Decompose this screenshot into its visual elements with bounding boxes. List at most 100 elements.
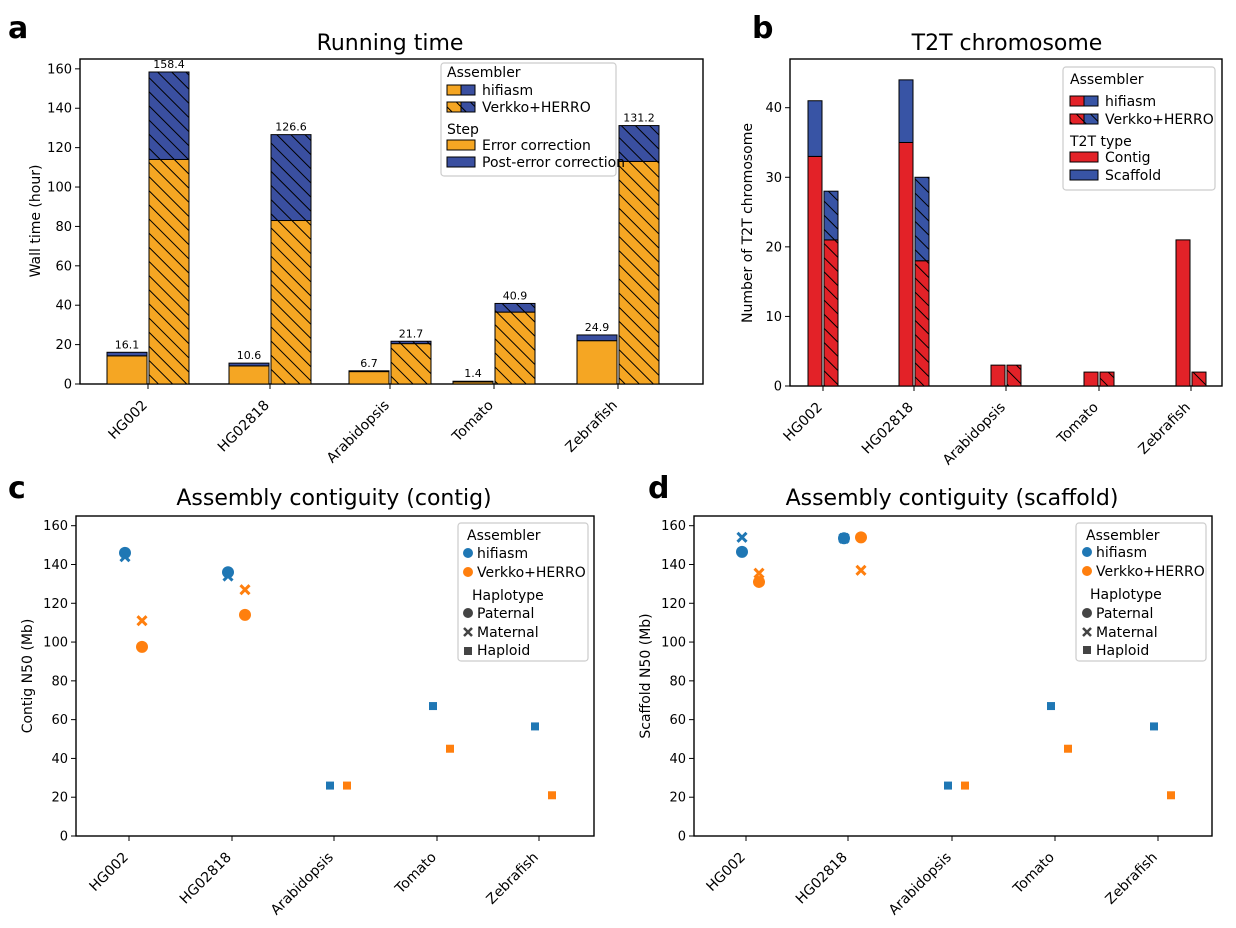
bar-b-hifiasm-scaffold	[807, 100, 823, 157]
panel-c-ylabel: Contig N50 (Mb)	[20, 619, 36, 734]
bar-b-hifiasm-contig	[990, 364, 1006, 387]
point-d-hifiasm-haploid	[944, 781, 952, 790]
legend-b-type2-label: Scaffold	[1105, 168, 1161, 184]
bar-b-hatch	[824, 191, 838, 240]
point-c-verkko-paternal	[239, 608, 251, 621]
panel-d-xtick-label: HG02818	[793, 850, 851, 908]
panel-c-xtick-label: Zebrafish	[484, 850, 542, 908]
panel-c-ytick-label: 40	[51, 752, 68, 767]
bar-b-hifiasm-scaffold	[898, 79, 914, 143]
bar-a-hatch	[391, 343, 431, 384]
panel-c-ytick-label: 20	[51, 791, 68, 806]
legend-d-hifiasm-marker	[1082, 547, 1092, 557]
point-d-hifiasm-maternal	[736, 531, 748, 543]
legend-b-verkko-label: Verkko+HERRO	[1105, 112, 1214, 128]
point-d-hifiasm-haploid	[1150, 722, 1158, 731]
bar-a-hatch	[149, 159, 189, 384]
panel-d-ylabel: Scaffold N50 (Mb)	[638, 613, 654, 738]
bar-a-hifiasm-error-correction	[228, 365, 270, 385]
panel-d-ytick-label: 120	[661, 597, 686, 612]
panel-a-ytick-label: 160	[47, 62, 72, 77]
panel-a-ytick-label: 60	[55, 259, 72, 274]
panel-a-ylabel: Wall time (hour)	[28, 165, 44, 278]
legend-c-assembler-title: Assembler	[467, 528, 541, 544]
legend-d-verkko-label: Verkko+HERRO	[1096, 564, 1205, 580]
panel-c-xtick-label: HG002	[86, 850, 131, 895]
panel-c-ytick-label: 80	[51, 674, 68, 689]
bar-a-total-label: 21.7	[399, 327, 424, 340]
bar-b-hatch	[824, 239, 838, 386]
legend-b-assembler-title: Assembler	[1070, 72, 1144, 88]
legend-a-step-title: Step	[447, 122, 479, 138]
bar-a-total-label: 6.7	[360, 357, 378, 370]
panel-c-xtick-label: Arabidopsis	[268, 850, 337, 919]
panel-d-ytick-label: 100	[661, 636, 686, 651]
bar-a-hatch	[495, 312, 535, 384]
bar-a-total-label: 40.9	[503, 289, 528, 302]
legend-d-paternal-marker	[1082, 608, 1092, 618]
panel-c-ytick-label: 140	[43, 558, 68, 573]
panel-a-title: Running time	[317, 31, 464, 56]
panel-b-letter: b	[752, 11, 773, 46]
panel-a-ytick-label: 20	[55, 338, 72, 353]
panel-d-ytick-label: 80	[669, 674, 686, 689]
legend-d-maternal-marker	[1082, 627, 1092, 637]
bar-b-hifiasm-contig	[1175, 239, 1191, 387]
legend-b-hifiasm-swatch	[1069, 95, 1099, 107]
panel-d-xtick-label: Zebrafish	[1103, 850, 1161, 908]
panel-b-xtick-label: HG002	[780, 400, 825, 445]
panel-d-frame	[693, 515, 1213, 837]
point-c-verkko-haploid	[343, 781, 351, 790]
bar-a-hifiasm-post-error-correction	[452, 380, 494, 383]
bar-b-hatch	[915, 260, 929, 386]
legend-c-h3-label: Haploid	[477, 643, 530, 659]
panel-b-ytick-label: 10	[765, 310, 782, 325]
bar-b-hifiasm-contig	[807, 155, 823, 387]
panel-d-ytick-label: 160	[661, 519, 686, 534]
legend-b-hifiasm-label: hifiasm	[1105, 94, 1156, 110]
panel-b-xtick-label: HG02818	[859, 400, 917, 458]
legend-b-type2-swatch	[1069, 169, 1099, 181]
panel-a-xtick-label: HG002	[105, 398, 150, 443]
bar-a-hatch	[271, 134, 311, 221]
legend-d-h1-label: Paternal	[1096, 606, 1153, 622]
point-d-hifiasm-paternal	[736, 545, 748, 558]
panel-a-ytick-label: 80	[55, 220, 72, 235]
panel-b-xtick-label: Arabidopsis	[940, 400, 1009, 469]
panel-d-ytick-label: 0	[678, 830, 686, 845]
panel-a-xtick-label: Zebrafish	[563, 398, 621, 456]
bar-a-total-label: 16.1	[115, 338, 140, 351]
point-c-hifiasm-maternal	[119, 551, 131, 563]
panel-c-ytick-label: 0	[60, 830, 68, 845]
legend-c-maternal-marker	[463, 627, 473, 637]
legend-b-type1-swatch	[1069, 151, 1099, 163]
legend-b-type1-label: Contig	[1105, 150, 1150, 166]
panel-d-letter: d	[648, 471, 669, 506]
legend-d-assembler-title: Assembler	[1086, 528, 1160, 544]
legend-d-haploid-marker	[1083, 646, 1091, 654]
point-d-verkko-maternal	[855, 564, 867, 576]
panel-d-xtick-label: HG002	[703, 850, 748, 895]
point-c-hifiasm-haploid	[531, 722, 539, 731]
bar-a-total-label: 131.2	[623, 112, 655, 125]
point-d-hifiasm-maternal	[838, 532, 850, 544]
panel-d-ytick-label: 60	[669, 713, 686, 728]
legend-c-hifiasm-label: hifiasm	[477, 546, 528, 562]
panel-d-ytick-label: 140	[661, 558, 686, 573]
legend-c-haploid-marker	[464, 647, 472, 655]
panel-c-xtick-label: Tomato	[392, 850, 440, 898]
legend-c-verkko-label: Verkko+HERRO	[477, 565, 586, 581]
bar-a-hifiasm-error-correction	[106, 355, 148, 385]
panel-a-xtick-label: HG02818	[215, 398, 273, 456]
bar-a-total-label: 24.9	[585, 321, 610, 334]
panel-a-xtick-label: Tomato	[449, 398, 497, 446]
panel-c-ytick-label: 120	[43, 597, 68, 612]
point-d-verkko-maternal	[753, 567, 765, 579]
panel-d-xtick-label: Arabidopsis	[886, 850, 955, 919]
legend-b-verkko-swatch	[1069, 113, 1099, 125]
panel-d-xtick-label: Tomato	[1010, 850, 1058, 898]
panel-b-legend: Assembler hifiasm Verkko+HERRO T2T type …	[1062, 66, 1216, 191]
point-c-hifiasm-maternal	[222, 570, 234, 582]
panel-a-xtick-label: Arabidopsis	[324, 398, 393, 467]
